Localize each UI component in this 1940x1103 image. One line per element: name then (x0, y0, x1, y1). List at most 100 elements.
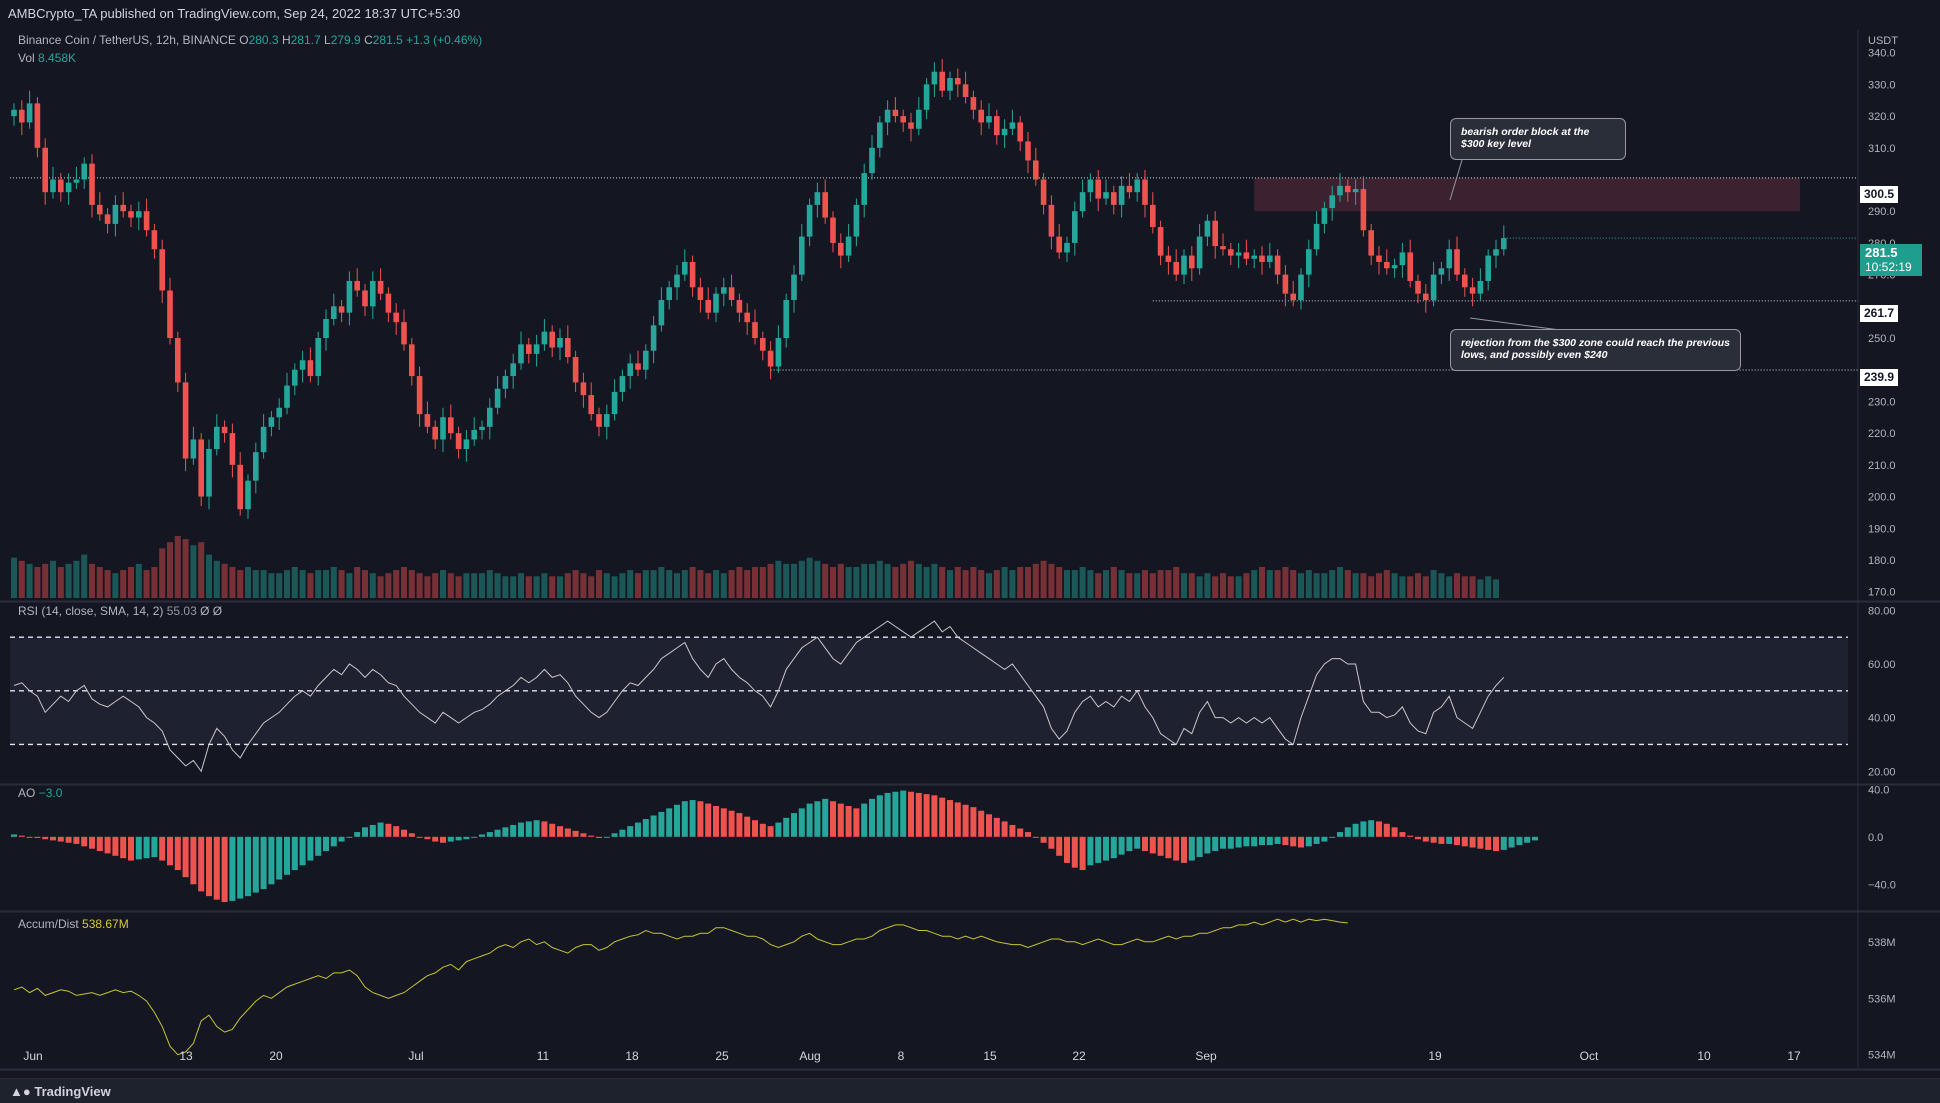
volume-bar (557, 576, 563, 598)
ao-bar (806, 803, 813, 837)
volume-bar (104, 570, 111, 598)
volume-bar (96, 567, 103, 598)
ao-bar (182, 836, 189, 878)
candle-body (939, 71, 945, 91)
ao-bar (1181, 836, 1187, 863)
ao-bar (689, 800, 696, 837)
volume-bar (993, 570, 1000, 598)
time-tick-label: 8 (898, 1049, 905, 1063)
ao-bar (564, 828, 571, 837)
ao-bar (611, 833, 618, 837)
volume-bar (1079, 567, 1086, 598)
candle-body (884, 109, 891, 123)
symbol-title: Binance Coin / TetherUS, 12h, BINANCE (18, 33, 236, 47)
volume-bar (447, 573, 454, 598)
volume-bar (291, 567, 298, 598)
volume-bar (1274, 570, 1281, 598)
ao-bar (260, 836, 267, 890)
candle-body (448, 417, 454, 434)
volume-bar (642, 570, 649, 598)
ao-bar (1516, 836, 1523, 846)
ao-bar (861, 803, 868, 837)
ao-bar (401, 829, 407, 837)
change-value: +1.3 (+0.46%) (406, 33, 483, 47)
ao-bar (73, 836, 80, 844)
candle-body (635, 363, 641, 370)
volume-bar (1025, 567, 1031, 598)
candle-body (1485, 255, 1491, 281)
candle-body (1157, 227, 1164, 256)
volume-bar (1142, 570, 1148, 598)
volume-bar (354, 567, 361, 598)
ao-bar (1532, 836, 1538, 841)
ao-bar (1032, 836, 1039, 838)
candle-body (1368, 230, 1374, 256)
candle-body (752, 322, 758, 339)
ao-bar (1376, 821, 1382, 837)
volume-bar (830, 567, 836, 598)
candle-body (136, 211, 142, 218)
low-value: 279.9 (330, 33, 361, 47)
volume-bar (26, 563, 33, 598)
candle-body (572, 357, 579, 383)
footer-bar: ▲● TradingView (0, 1078, 1940, 1103)
ao-bar (1368, 820, 1375, 837)
candle-body (112, 204, 119, 224)
volume-bar (884, 563, 891, 598)
volume-bar (759, 567, 766, 598)
candle-body (791, 274, 797, 300)
volume-bar (564, 573, 571, 598)
volume-bar (806, 557, 813, 598)
candle-body (604, 414, 610, 427)
ao-bar (1493, 836, 1499, 852)
volume-bar (783, 563, 790, 598)
ao-bar (720, 808, 727, 837)
ao-bar (1040, 836, 1047, 843)
ao-bar (1188, 836, 1195, 861)
volume-bar (1313, 573, 1320, 598)
volume-bar (775, 560, 782, 598)
ao-bar (557, 826, 563, 837)
volume-bar (174, 536, 181, 598)
candle-body (1204, 220, 1211, 237)
candle-body (533, 344, 540, 354)
candle-body (736, 299, 743, 313)
candle-body (557, 338, 563, 348)
candle-body (377, 280, 384, 294)
rsi-tick-label: 40.00 (1868, 713, 1896, 725)
ao-bar (650, 815, 657, 837)
ao-bar (1071, 836, 1078, 868)
candle-body (830, 217, 836, 243)
price-tick-label: 340.0 (1868, 48, 1896, 60)
ao-bar (970, 807, 977, 837)
ao-bar (167, 836, 173, 866)
candle-body (206, 448, 212, 497)
candle-body (26, 103, 33, 123)
candle-body (120, 204, 126, 212)
ao-bar (1149, 836, 1156, 854)
ao-bar (1017, 828, 1024, 837)
ao-bar (432, 836, 439, 842)
volume-bar (541, 573, 548, 598)
candle-body (229, 433, 236, 465)
ad-tick-label: 534M (1868, 1050, 1896, 1062)
time-tick-label: 25 (715, 1049, 729, 1063)
ao-bar (1056, 836, 1063, 856)
candle-body (1040, 179, 1047, 205)
ao-bar (791, 813, 797, 837)
volume-bar (1032, 563, 1039, 598)
ao-bar (1485, 836, 1492, 850)
candle-body (455, 433, 462, 449)
ao-bar (494, 829, 501, 837)
bar-countdown: 10:52:19 (1865, 260, 1912, 274)
volume-bar (198, 542, 205, 598)
volume-bar (1430, 570, 1437, 598)
ao-bar (986, 814, 992, 837)
open-value: 280.3 (248, 33, 279, 47)
candle-body (783, 299, 789, 339)
ao-bar (57, 836, 64, 842)
ao-bar (369, 824, 376, 837)
candle-body (1329, 195, 1335, 209)
volume-bar (377, 576, 384, 598)
